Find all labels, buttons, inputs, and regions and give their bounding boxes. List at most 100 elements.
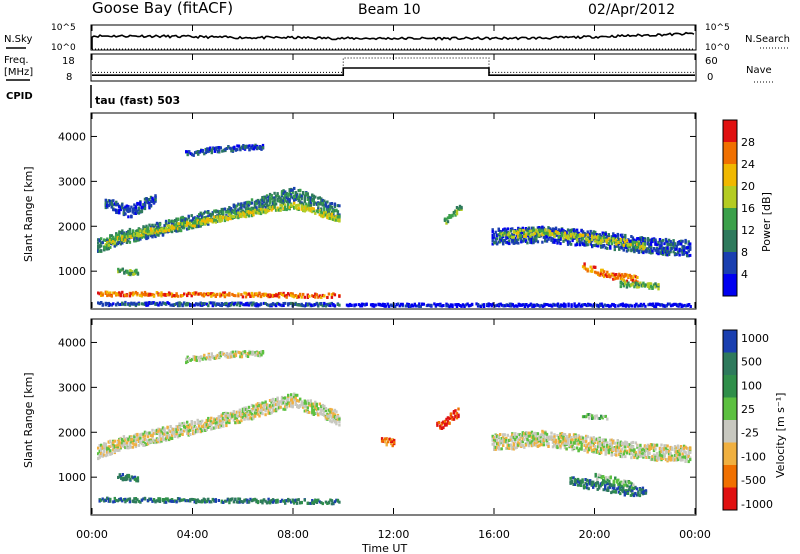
- heatmap-cell: [503, 433, 506, 437]
- heatmap-cell: [134, 303, 138, 306]
- heatmap-cell: [256, 405, 260, 409]
- heatmap-cell: [607, 233, 610, 237]
- heatmap-cell: [509, 443, 512, 447]
- heatmap-cell: [100, 498, 103, 502]
- heatmap-cell: [591, 235, 594, 239]
- heatmap-cell: [496, 233, 499, 237]
- heatmap-cell: [630, 235, 633, 238]
- heatmap-cell: [213, 209, 216, 213]
- heatmap-cell: [479, 305, 483, 308]
- heatmap-cell: [245, 354, 248, 358]
- heatmap-cell: [335, 420, 338, 424]
- heatmap-cell: [569, 242, 573, 246]
- heatmap-cell: [199, 213, 202, 217]
- heatmap-cell: [279, 405, 282, 409]
- heatmap-cell: [306, 296, 309, 299]
- heatmap-cell: [329, 202, 332, 206]
- heatmap-cell: [394, 305, 397, 308]
- heatmap-cell: [385, 304, 388, 308]
- heatmap-cell: [107, 499, 110, 503]
- heatmap-cell: [265, 501, 269, 505]
- heatmap-cell: [657, 242, 660, 246]
- heatmap-cell: [183, 421, 186, 425]
- heatmap-cell: [137, 440, 141, 443]
- heatmap-cell: [497, 444, 500, 448]
- heatmap-cell: [290, 301, 293, 305]
- heatmap-cell: [302, 405, 305, 409]
- heatmap-cell: [682, 245, 686, 249]
- heatmap-cell: [106, 202, 109, 206]
- heatmap-cell: [225, 411, 228, 415]
- heatmap-cell: [173, 219, 177, 222]
- heatmap-cell: [112, 240, 115, 243]
- heatmap-cell: [509, 229, 512, 232]
- heatmap-cell: [101, 445, 104, 449]
- heatmap-cell: [125, 294, 129, 298]
- heatmap-cell: [554, 230, 558, 234]
- heatmap-cell: [466, 302, 469, 306]
- heatmap-cell: [167, 224, 171, 228]
- heatmap-cell: [179, 224, 183, 228]
- heatmap-cell: [574, 236, 577, 240]
- heatmap-cell: [154, 199, 157, 203]
- heatmap-cell: [243, 212, 246, 216]
- heatmap-cell: [318, 213, 321, 217]
- ytick-label: 1000: [58, 265, 86, 278]
- heatmap-cell: [258, 303, 261, 307]
- heatmap-cell: [521, 432, 524, 436]
- heatmap-cell: [315, 402, 318, 406]
- heatmap-cell: [106, 237, 109, 241]
- heatmap-cell: [125, 238, 129, 242]
- heatmap-cell: [131, 229, 135, 233]
- heatmap-cell: [288, 403, 291, 407]
- heatmap-cell: [516, 304, 519, 308]
- heatmap-cell: [264, 196, 267, 200]
- heatmap-cell: [229, 303, 233, 307]
- heatmap-cell: [207, 354, 210, 358]
- heatmap-cell: [597, 304, 600, 308]
- heatmap-cell: [256, 303, 260, 307]
- heatmap-cell: [288, 192, 291, 196]
- heatmap-cell: [116, 242, 119, 246]
- heatmap-cell: [686, 246, 689, 250]
- heatmap-cell: [261, 350, 265, 353]
- heatmap-cell: [250, 301, 254, 305]
- heatmap-cell: [142, 225, 145, 229]
- heatmap-cell: [173, 499, 177, 503]
- heatmap-cell: [112, 199, 115, 203]
- heatmap-cell: [333, 218, 337, 222]
- heatmap-cell: [592, 237, 595, 241]
- heatmap-cell: [228, 213, 231, 217]
- heatmap-cell: [100, 451, 103, 455]
- heatmap-cell: [490, 304, 493, 308]
- heatmap-cell: [279, 303, 282, 307]
- heatmap-cell: [443, 422, 447, 426]
- heatmap-cell: [233, 354, 236, 358]
- heatmap-cell: [118, 208, 121, 212]
- heatmap-cell: [164, 431, 168, 435]
- heatmap-cell: [271, 409, 275, 413]
- heatmap-cell: [255, 411, 258, 415]
- heatmap-cell: [226, 293, 230, 297]
- heatmap-cell: [225, 215, 228, 219]
- heatmap-cell: [255, 208, 258, 212]
- heatmap-cell: [605, 304, 608, 308]
- heatmap-cell: [198, 150, 201, 154]
- heatmap-cell: [603, 274, 606, 278]
- heatmap-cell: [277, 400, 281, 404]
- heatmap-cell: [285, 399, 288, 403]
- heatmap-cell: [302, 208, 305, 212]
- heatmap-cell: [100, 291, 103, 295]
- heatmap-cell: [271, 406, 275, 410]
- heatmap-cell: [226, 498, 230, 502]
- heatmap-cell: [501, 303, 504, 307]
- heatmap-cell: [146, 230, 150, 234]
- heatmap-cell: [219, 210, 222, 213]
- heatmap-cell: [287, 292, 290, 296]
- heatmap-cell: [152, 233, 156, 237]
- heatmap-cell: [493, 441, 496, 445]
- heatmap-cell: [580, 238, 583, 242]
- heatmap-cell: [241, 409, 245, 413]
- heatmap-cell: [294, 302, 297, 306]
- heatmap-cell: [228, 216, 231, 220]
